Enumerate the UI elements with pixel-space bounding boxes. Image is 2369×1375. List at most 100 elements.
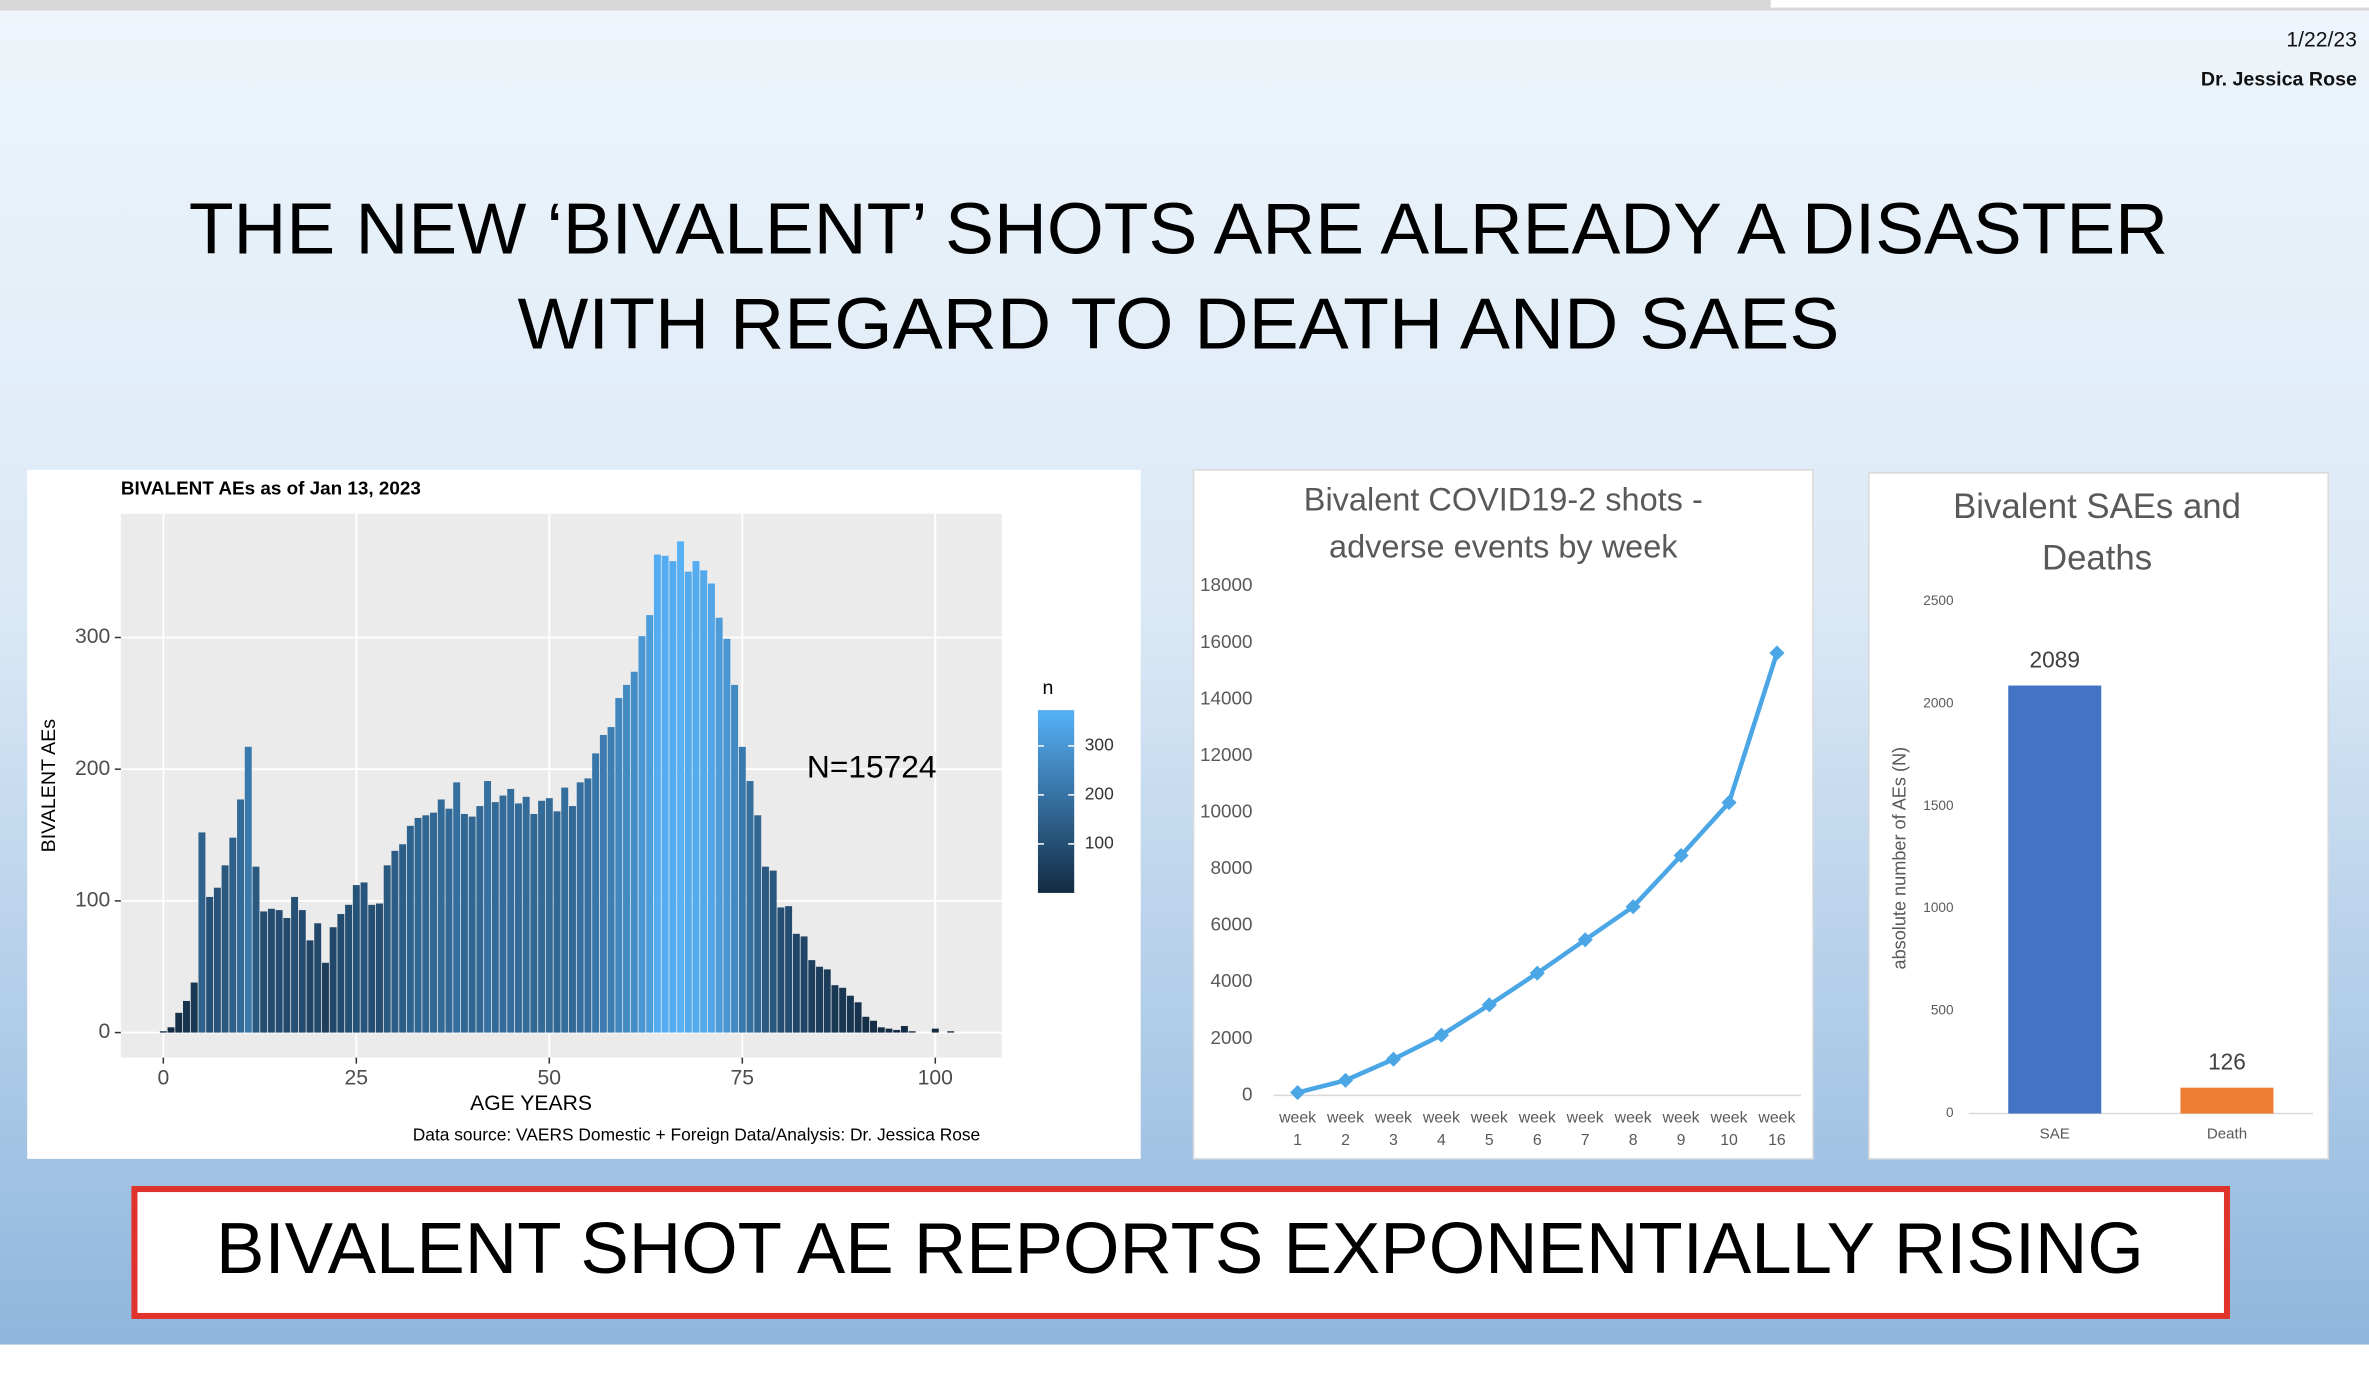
bar <box>275 910 283 1033</box>
bar <box>754 815 762 1033</box>
bar <box>607 727 615 1033</box>
bar <box>468 816 476 1033</box>
x-tick-label: 50 <box>538 1066 562 1089</box>
bar <box>846 995 854 1033</box>
bar <box>159 1031 167 1033</box>
bar <box>213 887 221 1033</box>
bar <box>314 923 322 1033</box>
bar <box>499 795 507 1033</box>
tab <box>1770 0 2369 8</box>
y-tick-label: 0 <box>1946 1105 1954 1120</box>
bar <box>553 811 561 1033</box>
x-axis-label: AGE YEARS <box>470 1092 592 1115</box>
bar <box>885 1028 893 1033</box>
bar <box>221 865 229 1033</box>
bar <box>561 787 569 1033</box>
bar <box>460 813 468 1033</box>
bar <box>700 570 708 1033</box>
y-tick-label: 12000 <box>1200 745 1253 766</box>
bar <box>677 541 685 1033</box>
bar <box>183 1000 190 1033</box>
bar <box>229 837 237 1033</box>
x-tick-label-box: week 2 <box>1327 1109 1364 1150</box>
x-tick-label: Death <box>2207 1126 2247 1143</box>
bar <box>908 1031 916 1033</box>
x-tick-label: 0 <box>157 1066 169 1089</box>
bar <box>352 885 360 1033</box>
chart-title: Bivalent SAEs and Deaths <box>1953 486 2241 578</box>
bar <box>893 1029 901 1033</box>
x-tick-label-box: week 4 <box>1423 1109 1460 1150</box>
bar <box>584 778 592 1033</box>
marker <box>1577 932 1593 948</box>
x-tick-label-box: week 7 <box>1566 1108 1604 1150</box>
bar <box>792 933 800 1033</box>
annotation: N=15724 <box>807 748 937 784</box>
bar <box>769 870 777 1033</box>
x-tick-label-box: week 6 <box>1518 1108 1556 1150</box>
x-tick-label: week 1 <box>1279 1108 1317 1150</box>
x-tick-label: 25 <box>345 1066 369 1089</box>
bar <box>599 734 607 1033</box>
x-tick-label: week 5 <box>1470 1108 1508 1150</box>
bar <box>661 555 669 1033</box>
y-tick-label: 8000 <box>1210 858 1252 879</box>
author: Dr. Jessica Rose <box>2201 68 2357 90</box>
bar <box>291 896 299 1033</box>
marker <box>1385 1051 1402 1067</box>
x-tick-label: week 7 <box>1566 1108 1604 1150</box>
x-tick-label: week 9 <box>1662 1108 1700 1150</box>
marker <box>1673 847 1689 864</box>
bar <box>931 1028 939 1033</box>
legend-title: n <box>1042 677 1053 699</box>
x-tick-label: week 6 <box>1518 1108 1556 1150</box>
bar <box>646 615 654 1033</box>
marker <box>1290 1084 1306 1101</box>
y-tick-label: 14000 <box>1200 688 1253 709</box>
bar <box>306 940 314 1033</box>
bar <box>383 865 391 1033</box>
bar <box>198 832 206 1033</box>
x-tick-label: 75 <box>731 1066 755 1089</box>
bar <box>831 985 839 1033</box>
bar <box>252 866 260 1033</box>
y-tick-label: 100 <box>75 888 110 911</box>
marker <box>1769 645 1785 661</box>
y-tick-label: 0 <box>1242 1084 1253 1105</box>
y-tick-label: 1000 <box>1923 900 1954 915</box>
value-label: 126 <box>2208 1049 2246 1075</box>
bottom-strip <box>0 1344 2369 1371</box>
bar <box>414 817 422 1033</box>
bar <box>368 904 376 1033</box>
x-tick-label: week 10 <box>1710 1108 1748 1150</box>
legend-label: 300 <box>1085 734 1114 754</box>
y-tick-label: 6000 <box>1210 915 1252 936</box>
bar <box>684 571 692 1033</box>
x-tick-label: week 8 <box>1614 1108 1652 1150</box>
x-tick-label-box: week 9 <box>1662 1108 1700 1150</box>
x-tick-label-box: week 8 <box>1614 1108 1652 1150</box>
bar <box>237 799 244 1033</box>
bar <box>870 1020 878 1033</box>
bar <box>190 982 198 1033</box>
bar <box>399 844 407 1033</box>
marker <box>1529 965 1545 981</box>
bar <box>453 782 461 1033</box>
y-tick-label: 10000 <box>1200 801 1253 822</box>
x-tick-label: 100 <box>918 1066 953 1089</box>
y-tick-label: 1500 <box>1923 798 1954 813</box>
bar <box>715 617 723 1033</box>
bar <box>484 781 492 1033</box>
y-tick-label: 500 <box>1931 1003 1954 1018</box>
y-tick-label: 300 <box>75 625 110 648</box>
slide-title: WITH REGARD TO DEATH AND SAES <box>517 284 1839 365</box>
bar <box>345 904 353 1033</box>
x-tick-label-box: week 10 <box>1710 1108 1748 1150</box>
bar <box>823 969 831 1033</box>
value-label: 2089 <box>2030 646 2080 672</box>
bar <box>862 1016 870 1033</box>
bar <box>514 803 522 1033</box>
slide-title: THE NEW ‘BIVALENT’ SHOTS ARE ALREADY A D… <box>189 188 2168 269</box>
y-tick-label: 16000 <box>1200 632 1253 653</box>
